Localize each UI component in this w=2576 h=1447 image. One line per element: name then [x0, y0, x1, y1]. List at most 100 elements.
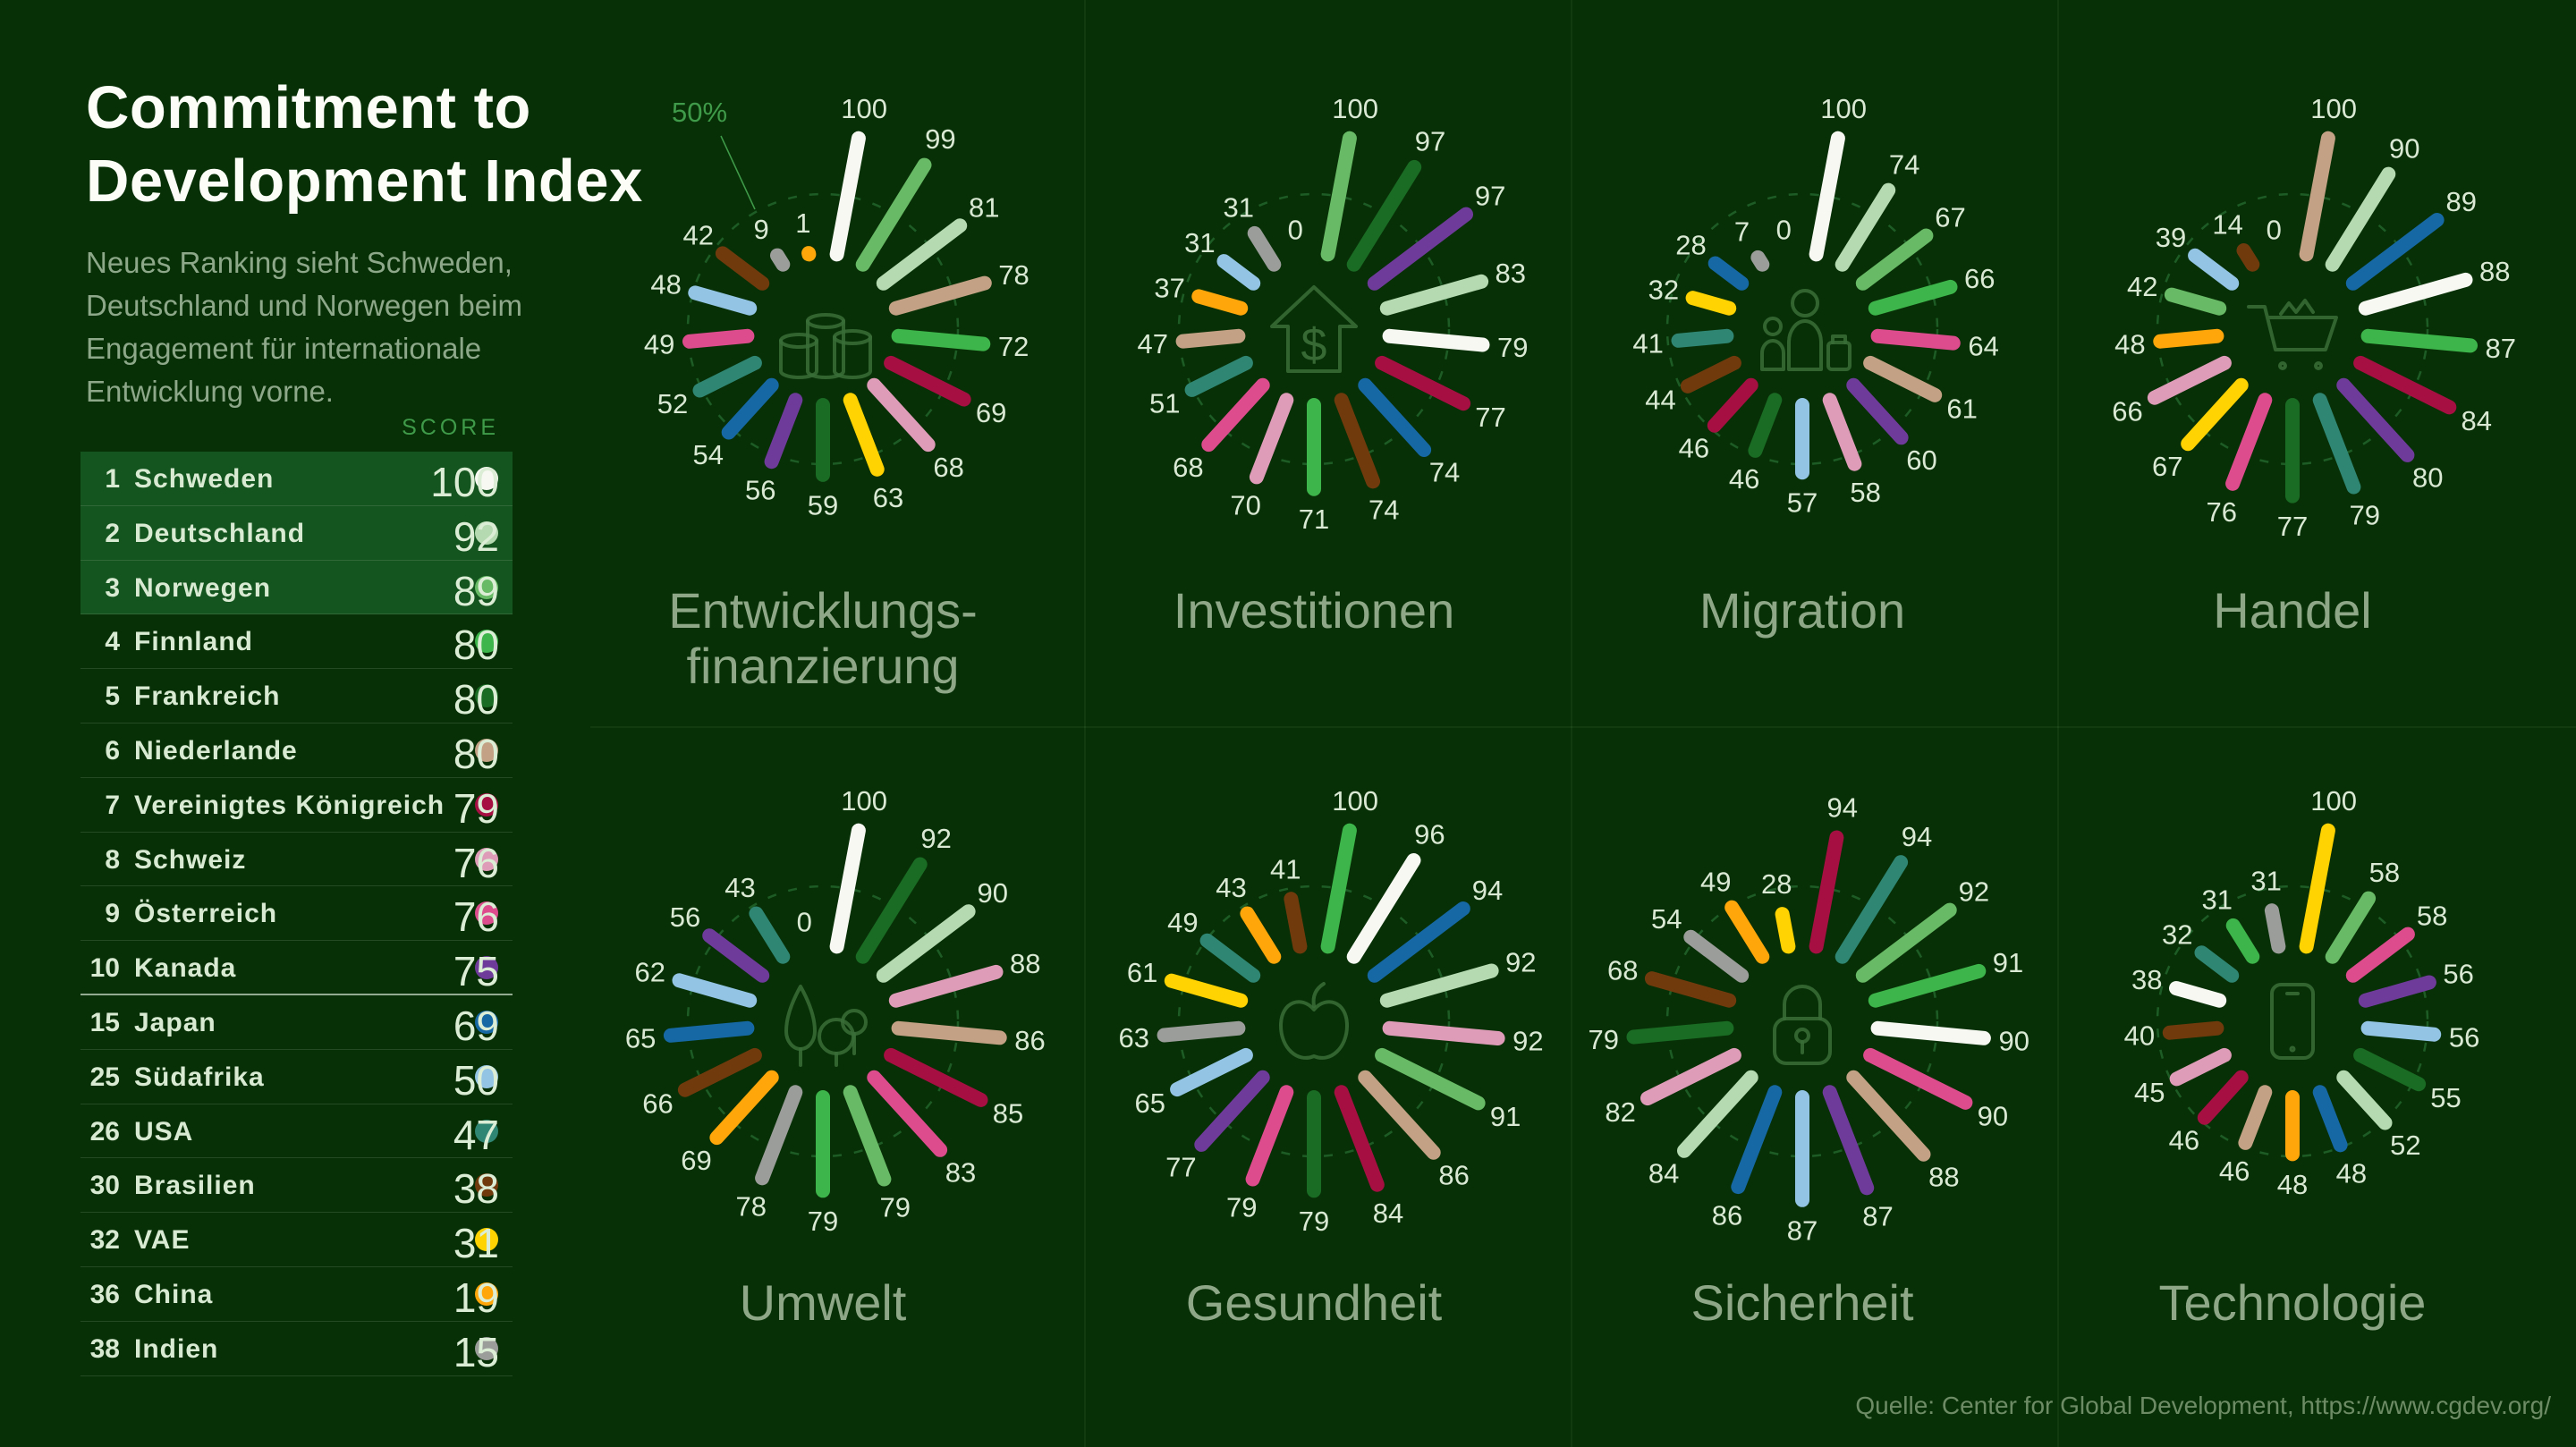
spoke-value-label: 77	[1475, 402, 1505, 433]
country-color-dot	[475, 1282, 498, 1306]
spoke	[764, 393, 803, 470]
spoke-value-label: 1	[795, 207, 810, 239]
spoke	[1379, 274, 1489, 316]
rank-number: 3	[105, 572, 120, 603]
country-score: 47	[453, 1111, 499, 1158]
spoke-value-label: 78	[736, 1191, 767, 1223]
spoke-value-label: 81	[969, 191, 999, 223]
spoke	[1870, 328, 1961, 351]
spoke	[2345, 927, 2415, 983]
chart-sicherheit: 94 94 92 91 90 90 88 87 87 86 84 82 79 68 54 49 28	[1588, 792, 2029, 1247]
fifty-percent-ring	[1177, 884, 1451, 1158]
spoke-value-label: 89	[2445, 186, 2476, 217]
people-icon	[1760, 289, 1852, 371]
country-score: 80	[453, 622, 499, 669]
spoke-value-label: 54	[693, 439, 724, 470]
spoke	[2181, 377, 2249, 452]
page-subtitle: Neues Ranking sieht Schweden, Deutschlan…	[86, 246, 522, 408]
spoke-value-label: 55	[2430, 1082, 2461, 1113]
spoke	[2162, 1020, 2224, 1040]
spoke	[1835, 182, 1896, 272]
spoke-value-label: 100	[1332, 93, 1378, 124]
spoke-value-label: 86	[1712, 1199, 1742, 1231]
spoke-value-label: 99	[925, 123, 955, 155]
country-name: China	[134, 1279, 214, 1309]
country-color-dot	[475, 575, 498, 599]
spoke-value-label: 52	[2390, 1130, 2420, 1161]
spoke-value-label: 49	[644, 328, 674, 360]
spoke	[2312, 1085, 2348, 1153]
spoke-value-label: 31	[1184, 227, 1215, 258]
spoke-value-label: 79	[1588, 1024, 1618, 1055]
page-title: Commitment to Development Index	[86, 74, 643, 215]
apple-icon	[1279, 982, 1349, 1060]
spoke-value-label: 90	[1978, 1101, 2008, 1132]
spoke	[1367, 207, 1473, 291]
spoke	[2358, 975, 2436, 1008]
spoke	[1382, 1020, 1505, 1045]
ranking-row: 5 Frankreich 80	[80, 669, 513, 724]
spoke-value-label: 59	[808, 489, 838, 520]
ranking-row: 7 Vereinigtes Königreich 79	[80, 778, 513, 833]
rank-number: 30	[89, 1171, 120, 1201]
spoke-value-label: 74	[1889, 148, 1919, 180]
spoke	[688, 285, 758, 316]
spoke-value-label: 69	[976, 397, 1006, 428]
country-name: Deutschland	[134, 518, 306, 548]
ranking-row: 25 Südafrika 50	[80, 1050, 513, 1104]
spoke-value-label: 85	[993, 1098, 1023, 1130]
spoke	[1870, 1020, 1991, 1045]
spoke	[2225, 393, 2273, 491]
spoke-value-label: 86	[1438, 1159, 1469, 1190]
spoke	[1358, 1070, 1441, 1160]
spoke	[1707, 256, 1750, 291]
country-score: 79	[453, 784, 499, 832]
spoke-value-label: 46	[2169, 1124, 2199, 1155]
spoke-value-label: 69	[681, 1145, 711, 1176]
spoke	[2299, 823, 2335, 954]
country-score: 80	[453, 730, 499, 777]
rank-number: 32	[89, 1225, 120, 1256]
rank-number: 38	[89, 1333, 120, 1364]
ring-callout-line	[720, 135, 756, 210]
country-color-dot	[475, 1010, 498, 1034]
spoke	[1201, 377, 1270, 453]
rank-number: 36	[89, 1279, 120, 1309]
spoke-value-label: 65	[1134, 1087, 1165, 1119]
spoke	[1334, 1085, 1385, 1192]
spoke	[1750, 250, 1770, 272]
ranking-row: 3 Norwegen 89	[80, 560, 513, 615]
spoke	[2197, 1070, 2249, 1125]
spoke-value-label: 48	[2336, 1158, 2367, 1189]
spoke	[1157, 1020, 1246, 1043]
spoke	[1863, 1047, 1973, 1110]
ranking-row: 8 Schweiz 76	[80, 833, 513, 887]
chart-title-entwicklungsfinanzierung: Entwicklungs- finanzierung	[668, 582, 978, 694]
spoke-value-label: 92	[920, 823, 951, 854]
country-color-dot	[475, 1336, 498, 1360]
cart-icon	[2247, 299, 2338, 370]
fifty-percent-ring	[2156, 884, 2429, 1158]
country-color-dot	[475, 1064, 498, 1088]
spoke-value-label: 88	[1010, 948, 1040, 979]
rank-number: 6	[105, 735, 120, 766]
spoke-value-label: 41	[1632, 328, 1663, 360]
country-score: 69	[453, 1002, 499, 1049]
spoke	[2236, 243, 2260, 272]
spoke	[1247, 225, 1282, 272]
spoke	[2188, 248, 2240, 291]
spoke-value-label: 65	[625, 1022, 656, 1054]
spoke-value-label: 92	[1959, 876, 1989, 908]
spoke-value-label: 61	[1946, 393, 1977, 424]
spoke-value-label: 94	[1902, 821, 1932, 852]
spoke	[2194, 945, 2240, 983]
spoke	[1822, 393, 1862, 471]
spoke-value-label: 61	[1127, 957, 1157, 988]
spoke	[2360, 1020, 2442, 1042]
spoke-value-label: 70	[1230, 490, 1260, 521]
spoke-value-label: 46	[1679, 432, 1709, 463]
spoke-value-label: 57	[1787, 487, 1818, 519]
spoke	[1835, 855, 1909, 964]
country-score: 100	[430, 459, 499, 505]
spoke-value-label: 100	[841, 785, 887, 817]
